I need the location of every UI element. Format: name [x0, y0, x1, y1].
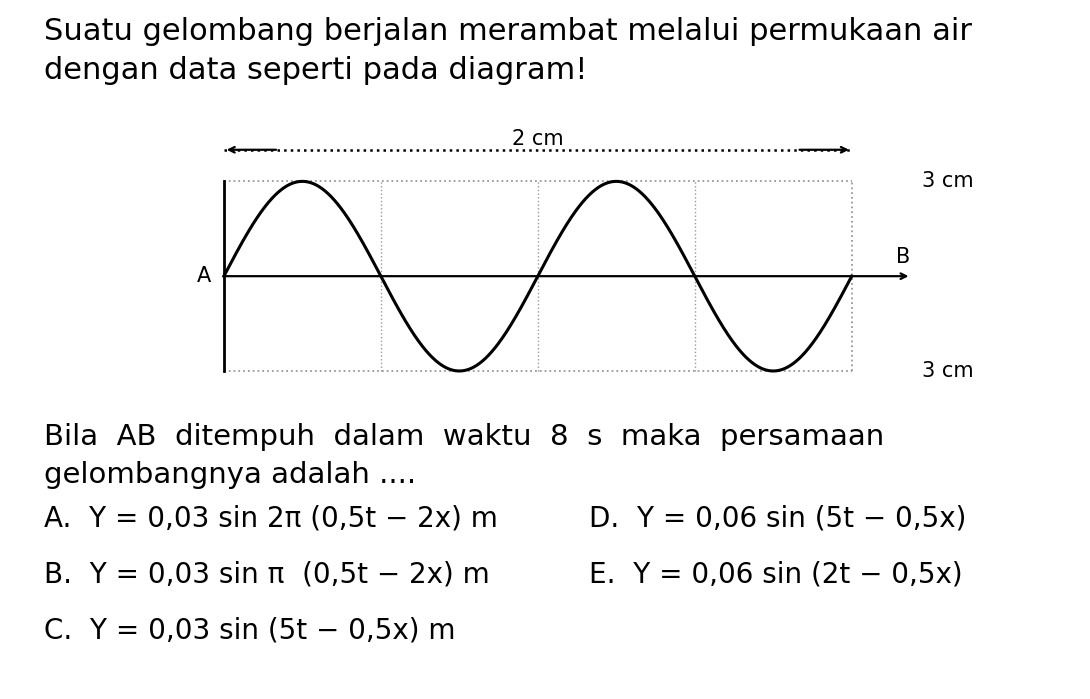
Text: A: A	[197, 266, 211, 286]
Text: 3 cm: 3 cm	[922, 361, 974, 381]
Text: 3 cm: 3 cm	[922, 171, 974, 192]
Text: B.  Y = 0,03 sin π  (0,5t − 2x) m: B. Y = 0,03 sin π (0,5t − 2x) m	[44, 561, 489, 589]
Text: A.  Y = 0,03 sin 2π (0,5t − 2x) m: A. Y = 0,03 sin 2π (0,5t − 2x) m	[44, 505, 497, 533]
Text: Suatu gelombang berjalan merambat melalui permukaan air: Suatu gelombang berjalan merambat melalu…	[44, 17, 971, 46]
Text: B: B	[896, 247, 910, 267]
Text: C.  Y = 0,03 sin (5t − 0,5x) m: C. Y = 0,03 sin (5t − 0,5x) m	[44, 617, 456, 644]
Text: Bila  AB  ditempuh  dalam  waktu  8  s  maka  persamaan: Bila AB ditempuh dalam waktu 8 s maka pe…	[44, 423, 884, 451]
Text: 2 cm: 2 cm	[512, 129, 564, 149]
Text: D.  Y = 0,06 sin (5t − 0,5x): D. Y = 0,06 sin (5t − 0,5x)	[589, 505, 966, 533]
Text: dengan data seperti pada diagram!: dengan data seperti pada diagram!	[44, 56, 588, 85]
Text: E.  Y = 0,06 sin (2t − 0,5x): E. Y = 0,06 sin (2t − 0,5x)	[589, 561, 962, 589]
Text: gelombangnya adalah ....: gelombangnya adalah ....	[44, 461, 415, 489]
